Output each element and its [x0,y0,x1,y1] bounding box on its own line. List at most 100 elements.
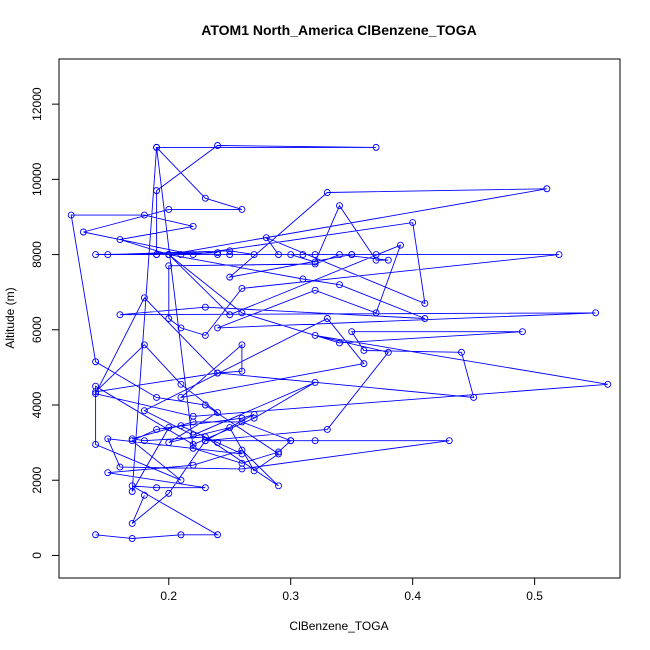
data-point [323,425,331,433]
chart-title: ATOM1 North_America ClBenzene_TOGA [201,22,476,38]
data-point [555,251,563,259]
data-point [201,433,209,441]
x-tick-label: 0.2 [160,589,177,603]
data-point [214,369,221,377]
data-point [275,251,282,259]
data-point [238,450,246,458]
data-point [128,435,136,443]
data-point [140,341,148,349]
data-point [323,189,331,196]
data-point [323,315,331,322]
data-point [262,234,270,242]
data-point [165,251,173,259]
y-tick-label: 0 [30,552,44,559]
series-group [67,142,612,542]
data-point [92,390,100,398]
data-point [128,437,136,445]
data-point [409,219,417,227]
data-point [140,294,148,302]
data-point [214,409,221,416]
data-point [250,467,258,475]
data-point [421,315,429,322]
data-point [177,531,185,539]
data-point [470,394,478,401]
data-point [92,388,100,396]
data-point [311,251,319,259]
data-point [287,437,295,445]
y-tick-label: 2000 [30,467,44,494]
data-point [104,469,112,477]
y-tick-label: 8000 [30,241,44,268]
data-point [372,143,380,151]
data-point [214,324,221,332]
data-point [165,262,173,270]
data-point [165,315,173,322]
data-point [348,251,356,259]
data-point [201,437,209,445]
x-tick-label: 0.3 [282,589,299,603]
data-point [140,491,148,499]
data-point [311,286,319,294]
data-point [336,251,343,259]
data-point [360,360,368,368]
data-point [214,249,221,257]
data-point [336,339,343,347]
x-axis-label: ClBenzene_TOGA [289,619,388,633]
data-point [238,284,246,292]
data-point [177,422,185,430]
data-point [189,441,197,448]
data-point [189,222,197,230]
data-point [153,187,161,195]
data-point [238,414,246,422]
data-point [165,205,173,213]
data-point [201,401,209,409]
y-tick-label: 6000 [30,316,44,343]
data-point [226,273,234,281]
data-point [189,461,197,469]
data-point [201,484,209,492]
data-point [275,450,282,458]
data-point [348,328,356,336]
plot-frame [58,58,621,579]
data-point [275,448,282,456]
data-point [397,241,404,249]
data-point [177,380,185,388]
data-point [153,143,161,151]
data-point [79,228,87,236]
data-point [92,358,100,366]
data-point [372,309,380,317]
data-point [226,311,234,319]
data-point [153,394,161,401]
data-point [238,341,246,349]
data-point [226,251,234,259]
data-point [372,256,380,264]
data-point [226,424,234,432]
data-point [336,281,343,289]
data-point [153,425,161,433]
data-point [518,328,526,336]
x-axis: 0.2 0.3 0.4 0.5 [160,577,543,603]
data-point [177,324,185,332]
data-point [177,476,185,484]
data-point [165,489,173,497]
data-point [311,437,319,445]
data-point [238,205,246,213]
y-tick-label: 10000 [30,162,44,196]
data-point [189,251,197,259]
data-point [140,407,148,415]
data-point [421,300,429,307]
data-point [201,194,209,202]
data-point [153,484,161,492]
series-line [70,145,608,539]
data-point [140,211,148,219]
data-point [238,367,246,375]
data-point [104,435,112,443]
data-point [165,439,173,447]
data-point [360,347,368,354]
data-point [92,531,100,539]
data-point [250,251,258,259]
data-point [201,331,209,339]
data-point [311,331,319,339]
data-point [384,348,392,356]
data-point [214,251,221,259]
